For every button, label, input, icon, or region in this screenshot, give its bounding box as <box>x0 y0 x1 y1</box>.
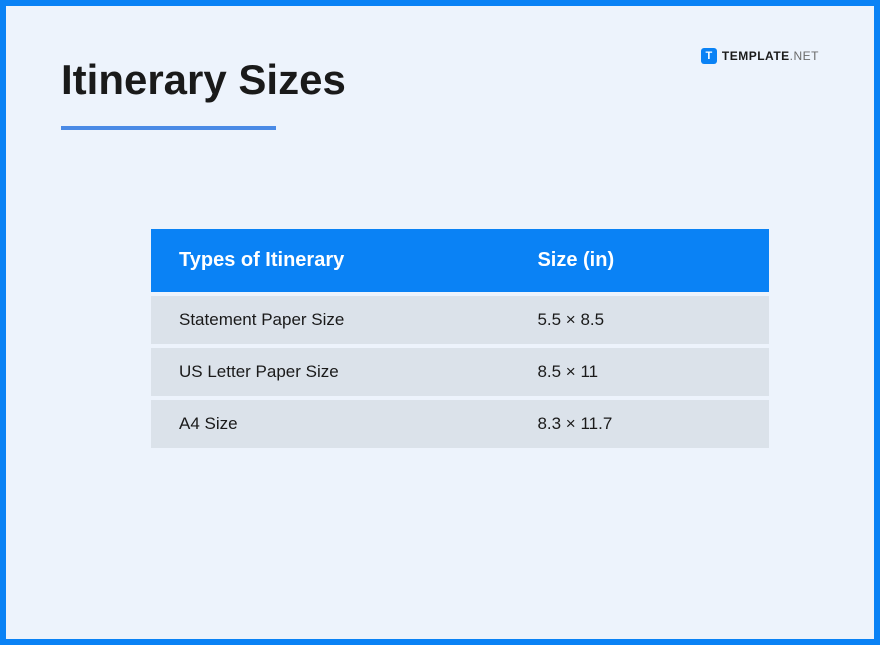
cell-type: A4 Size <box>151 400 509 448</box>
table-container: Types of Itinerary Size (in) Statement P… <box>151 225 769 452</box>
watermark: T TEMPLATE.NET <box>701 48 819 64</box>
sizes-table: Types of Itinerary Size (in) Statement P… <box>151 225 769 452</box>
title-underline <box>61 126 276 130</box>
table-header-row: Types of Itinerary Size (in) <box>151 229 769 292</box>
template-logo-icon: T <box>701 48 717 64</box>
table-row: A4 Size 8.3 × 11.7 <box>151 400 769 448</box>
cell-size: 8.3 × 11.7 <box>509 400 769 448</box>
watermark-suffix: .NET <box>790 49 819 63</box>
template-logo-letter: T <box>706 50 713 62</box>
table-header-types: Types of Itinerary <box>151 229 509 292</box>
watermark-text: TEMPLATE.NET <box>722 49 819 63</box>
page-frame: T TEMPLATE.NET Itinerary Sizes Types of … <box>0 0 880 645</box>
watermark-brand: TEMPLATE <box>722 49 790 63</box>
table-header-size: Size (in) <box>509 229 769 292</box>
table-row: Statement Paper Size 5.5 × 8.5 <box>151 296 769 344</box>
cell-type: US Letter Paper Size <box>151 348 509 396</box>
cell-size: 5.5 × 8.5 <box>509 296 769 344</box>
table-row: US Letter Paper Size 8.5 × 11 <box>151 348 769 396</box>
cell-size: 8.5 × 11 <box>509 348 769 396</box>
cell-type: Statement Paper Size <box>151 296 509 344</box>
